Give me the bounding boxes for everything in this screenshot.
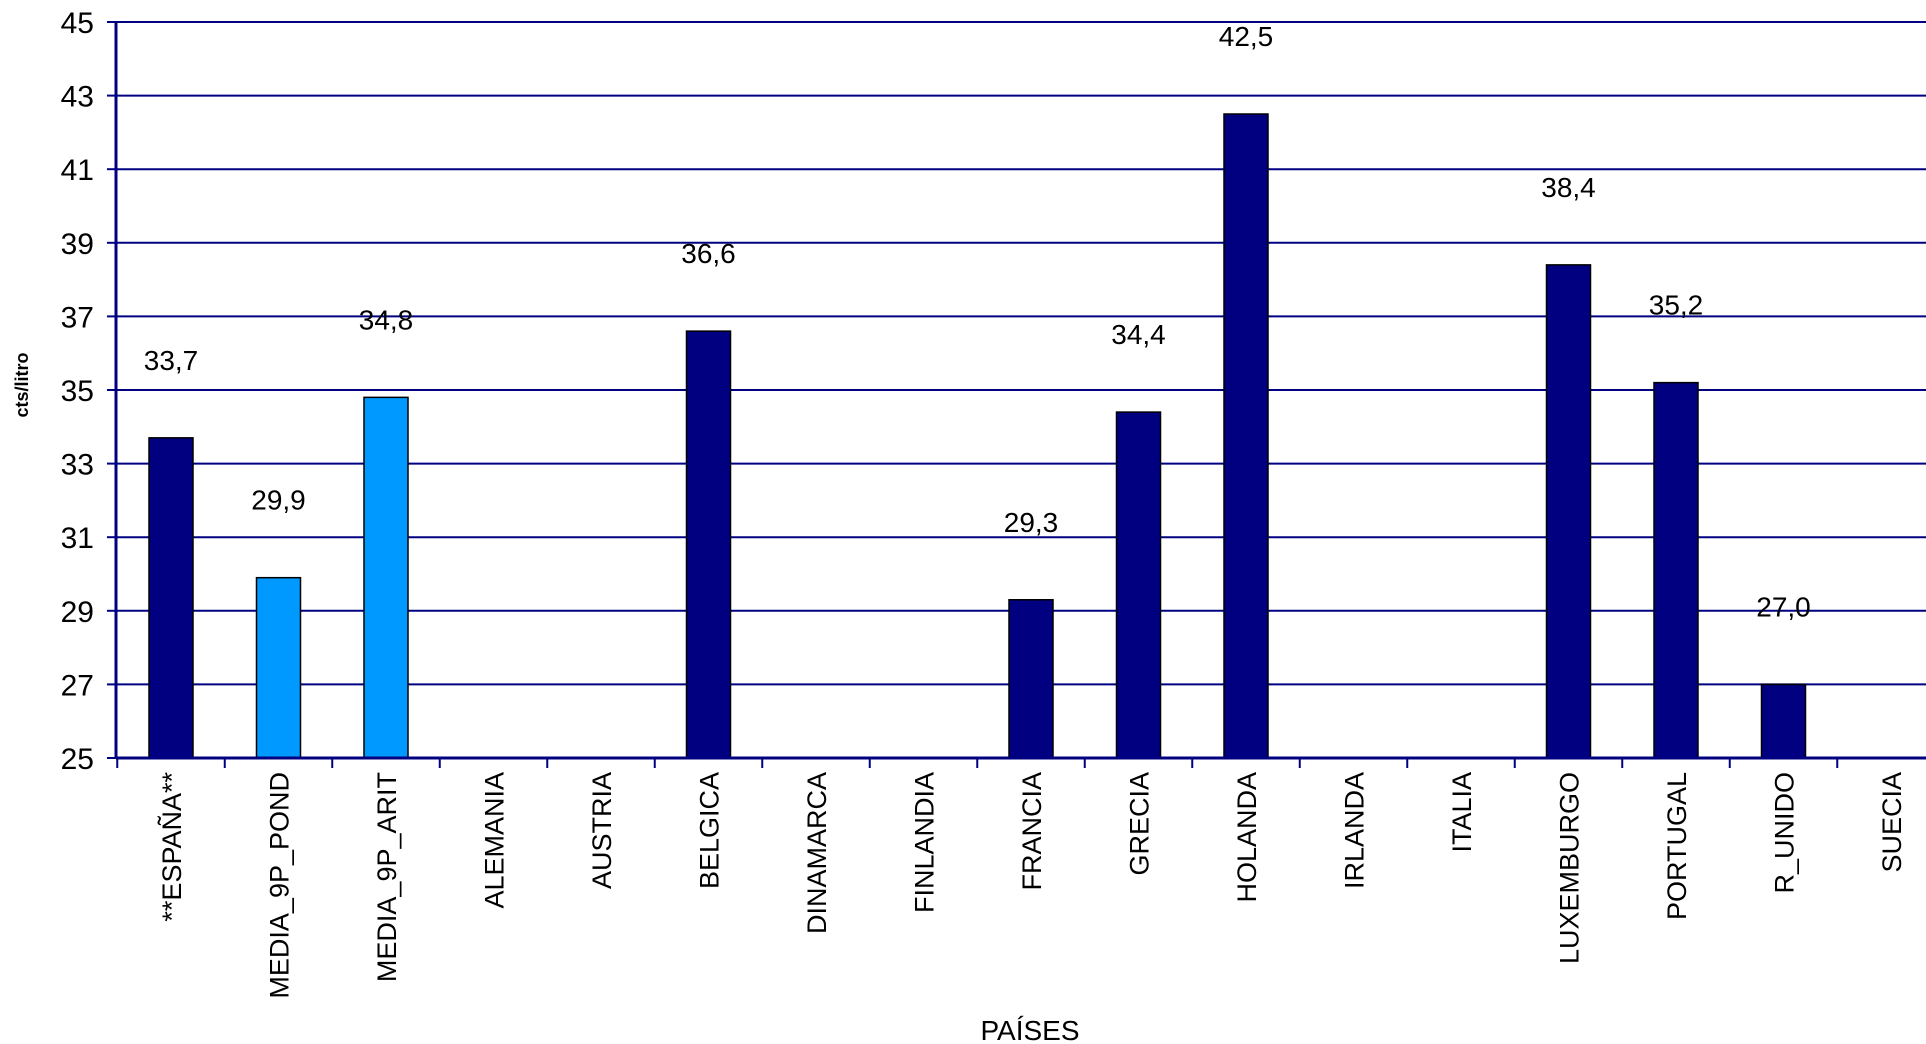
bar xyxy=(1223,113,1269,759)
data-label: 38,4 xyxy=(1541,172,1596,203)
bars xyxy=(148,113,1807,759)
x-tick-label: ALEMANIA xyxy=(480,772,510,909)
y-tick-label: 39 xyxy=(61,228,94,261)
data-label: 29,9 xyxy=(251,485,306,516)
y-tick-label: 45 xyxy=(61,7,94,40)
y-tick-label: 43 xyxy=(61,81,94,114)
bar xyxy=(148,437,194,759)
x-tick-label: IRLANDA xyxy=(1340,772,1370,889)
x-tick-label: FRANCIA xyxy=(1017,772,1047,891)
x-tick-label: AUSTRIA xyxy=(587,772,617,889)
x-tick-label: MEDIA_9P_POND xyxy=(265,772,295,999)
y-tick-label: 25 xyxy=(61,743,94,776)
y-tick-label: 41 xyxy=(61,154,94,187)
x-tick-labels: **ESPAÑA** MEDIA_9P_POND MEDIA_9P_ARIT ALEM… xyxy=(156,772,1907,999)
x-tick-label: R_UNIDO xyxy=(1770,772,1800,894)
x-tick-label: HOLANDA xyxy=(1232,772,1262,903)
bar xyxy=(1545,264,1592,759)
bar xyxy=(255,576,302,759)
bar xyxy=(1760,683,1807,759)
data-label: 36,6 xyxy=(681,238,736,269)
y-tick-label: 29 xyxy=(61,596,94,629)
data-label: 34,4 xyxy=(1111,319,1166,350)
y-tick-label: 27 xyxy=(61,669,94,702)
value-labels: 33,7 29,9 34,8 36,6 29,3 34,4 42,5 38,4 35,2 27,0 xyxy=(144,21,1811,622)
data-label: 34,8 xyxy=(359,304,414,335)
data-label: 27,0 xyxy=(1756,591,1811,622)
x-tick-label: LUXEMBURGO xyxy=(1555,772,1585,964)
x-axis-label: PAÍSES xyxy=(980,1015,1079,1044)
bar xyxy=(685,330,732,759)
y-tick-label: 37 xyxy=(61,301,94,334)
y-tick-label: 31 xyxy=(61,522,94,555)
x-tick-label: GRECIA xyxy=(1125,772,1155,876)
x-tick-label: DINAMARCA xyxy=(802,772,832,934)
x-tick-label: BELGICA xyxy=(695,772,725,889)
x-tick-label: MEDIA_9P_ARIT xyxy=(372,772,402,982)
y-tick-label: 35 xyxy=(61,375,94,408)
x-tick-label: **ESPAÑA** xyxy=(156,772,187,922)
gridlines xyxy=(116,21,1926,686)
data-label: 35,2 xyxy=(1649,290,1704,321)
bar xyxy=(1115,411,1162,759)
x-tick-label: ITALIA xyxy=(1447,772,1477,853)
y-axis-label: cts/litro xyxy=(12,352,32,417)
y-tick-label: 33 xyxy=(61,449,94,482)
x-tick-label: FINLANDIA xyxy=(910,772,940,913)
x-tick-label: SUECIA xyxy=(1877,772,1907,873)
bar xyxy=(1008,599,1054,759)
y-tick-labels: 25 27 29 31 33 35 37 39 41 43 45 xyxy=(61,7,94,776)
data-label: 33,7 xyxy=(144,345,199,376)
bar xyxy=(363,396,409,759)
data-label: 42,5 xyxy=(1219,21,1274,52)
x-tick-label: PORTUGAL xyxy=(1662,772,1692,920)
bar xyxy=(1653,381,1699,759)
axes xyxy=(107,21,1926,768)
data-label: 29,3 xyxy=(1004,507,1059,538)
